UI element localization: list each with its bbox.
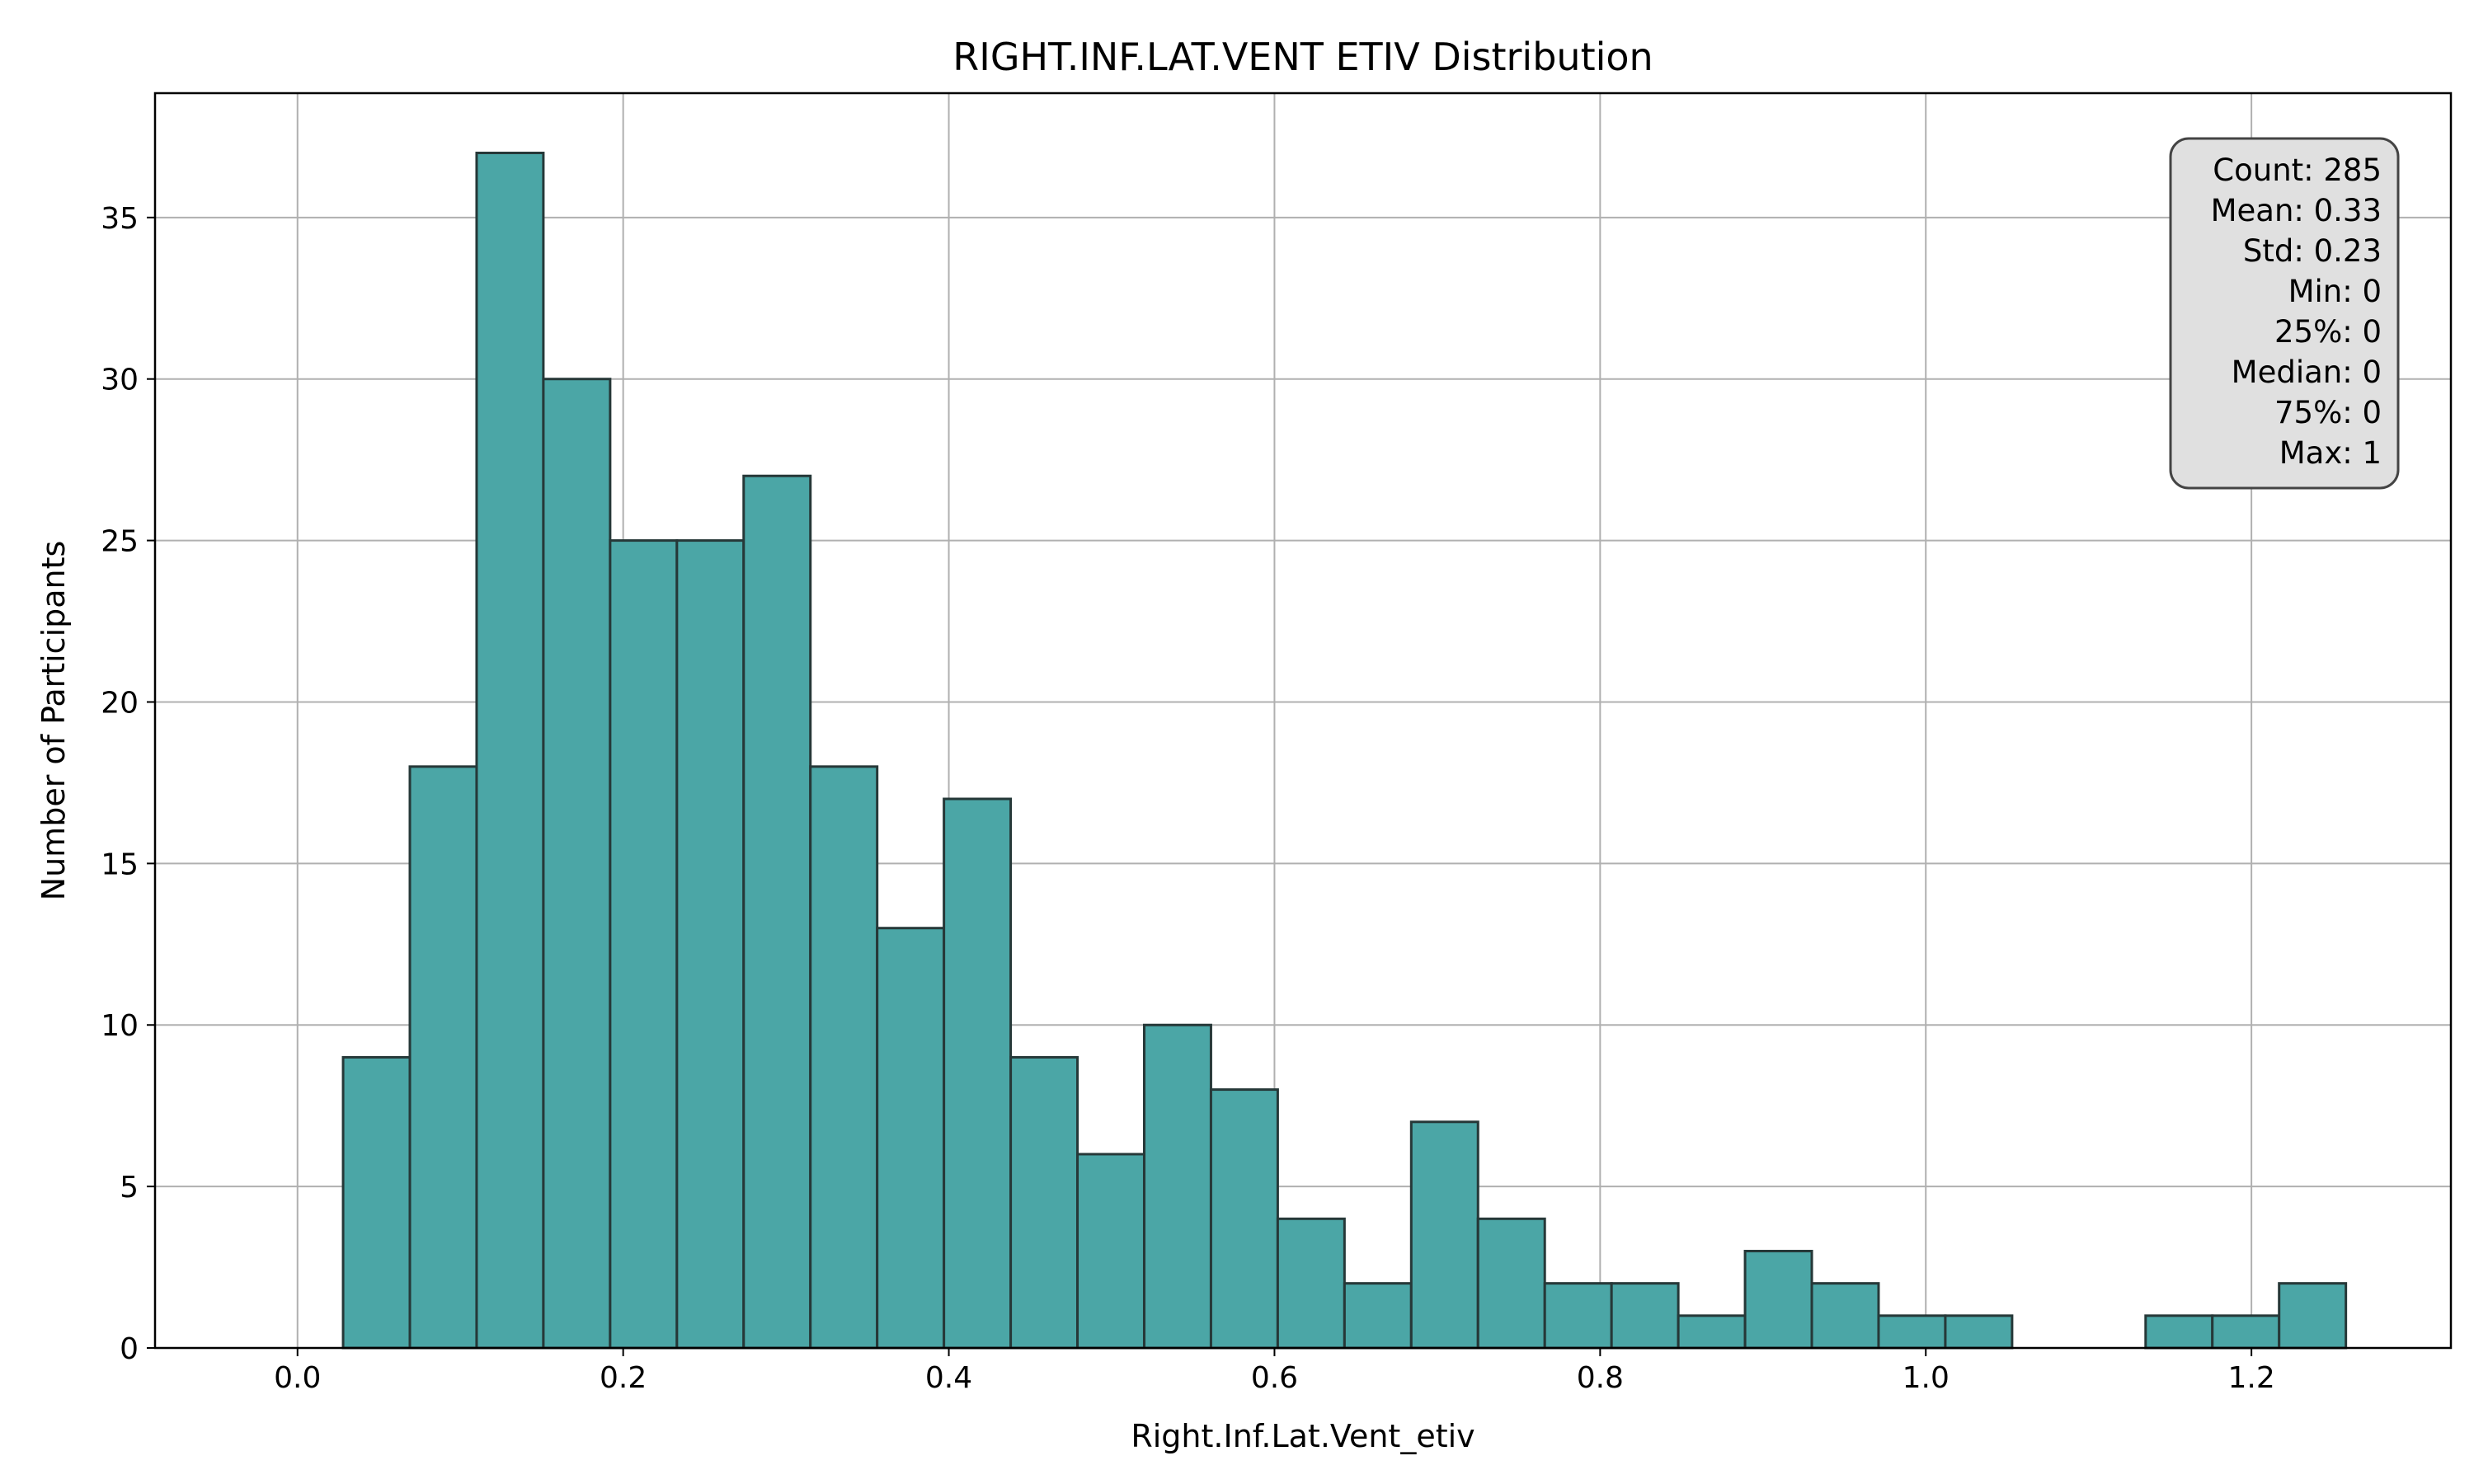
y-tick-label: 0 bbox=[120, 1332, 139, 1366]
stats-line: Mean: 0.33 bbox=[2211, 193, 2382, 228]
x-tick-label: 0.0 bbox=[274, 1361, 321, 1395]
histogram-bar bbox=[1743, 1249, 1813, 1350]
stats-line: Std: 0.23 bbox=[2243, 233, 2382, 269]
y-tick-label: 35 bbox=[101, 202, 139, 236]
histogram-bar bbox=[1543, 1282, 1613, 1350]
histogram-bar bbox=[742, 474, 812, 1350]
histogram-bar bbox=[1810, 1282, 1880, 1350]
x-tick-label: 0.6 bbox=[1251, 1361, 1298, 1395]
stats-box-background bbox=[2169, 137, 2400, 490]
plot-frame bbox=[153, 92, 2453, 1350]
histogram-bar bbox=[1343, 1282, 1413, 1350]
histogram-bar bbox=[2211, 1314, 2281, 1350]
stats-line: Min: 0 bbox=[2288, 274, 2382, 309]
stats-box: Count: 285 Mean: 0.33 Std: 0.23 Min: 0 25%: … bbox=[2169, 137, 2400, 490]
y-tick-label: 25 bbox=[101, 525, 139, 559]
stats-line: Count: 285 bbox=[2213, 153, 2382, 188]
x-axis-label: Right.Inf.Lat.Vent_etiv bbox=[1131, 1418, 1475, 1454]
histogram-bar bbox=[1076, 1153, 1145, 1350]
histogram-bar bbox=[2144, 1314, 2214, 1350]
x-tick-label: 1.2 bbox=[2227, 1361, 2274, 1395]
stats-line: Max: 1 bbox=[2279, 435, 2382, 471]
x-tick-label: 1.0 bbox=[1903, 1361, 1950, 1395]
y-tick-label: 5 bbox=[120, 1171, 139, 1205]
histogram-bar bbox=[1610, 1282, 1680, 1350]
y-tick-label: 10 bbox=[101, 1009, 139, 1043]
y-tick-label: 30 bbox=[101, 364, 139, 397]
histogram-bar bbox=[675, 539, 745, 1350]
x-tick-label: 0.4 bbox=[925, 1361, 972, 1395]
y-axis-label: Number of Participants bbox=[35, 541, 72, 901]
histogram-bar bbox=[1142, 1023, 1212, 1350]
x-axis-ticks: 0.0 0.2 0.4 0.6 0.8 1.0 1.2 bbox=[274, 1348, 2275, 1395]
y-tick-label: 15 bbox=[101, 848, 139, 881]
histogram-bar bbox=[475, 151, 545, 1350]
histogram-bar bbox=[341, 1055, 412, 1350]
histogram-bars bbox=[341, 151, 2348, 1350]
histogram-bar bbox=[876, 927, 946, 1350]
histogram-bar bbox=[1944, 1314, 2014, 1350]
histogram-bar bbox=[542, 378, 612, 1350]
stats-line: Median: 0 bbox=[2232, 355, 2382, 390]
histogram-bar bbox=[1677, 1314, 1747, 1350]
histogram-bar bbox=[1009, 1055, 1079, 1350]
stats-line: 25%: 0 bbox=[2274, 314, 2382, 350]
histogram-bar bbox=[609, 539, 679, 1350]
x-tick-label: 0.8 bbox=[1577, 1361, 1624, 1395]
histogram-bar bbox=[1209, 1088, 1279, 1350]
x-tick-label: 0.2 bbox=[600, 1361, 647, 1395]
histogram-bar bbox=[408, 765, 478, 1350]
histogram-bar bbox=[1409, 1120, 1479, 1350]
chart-title: RIGHT.INF.LAT.VENT ETIV Distribution bbox=[952, 35, 1653, 79]
y-tick-label: 20 bbox=[101, 686, 139, 720]
y-axis-ticks: 0 5 10 15 20 25 30 35 bbox=[101, 202, 155, 1366]
histogram-bar bbox=[2278, 1282, 2348, 1350]
histogram-bar bbox=[809, 765, 879, 1350]
histogram-bar bbox=[1476, 1217, 1546, 1350]
histogram-bar bbox=[1877, 1314, 1947, 1350]
histogram-bar bbox=[943, 797, 1013, 1350]
stats-line: 75%: 0 bbox=[2274, 395, 2382, 430]
histogram-bar bbox=[1276, 1217, 1346, 1350]
